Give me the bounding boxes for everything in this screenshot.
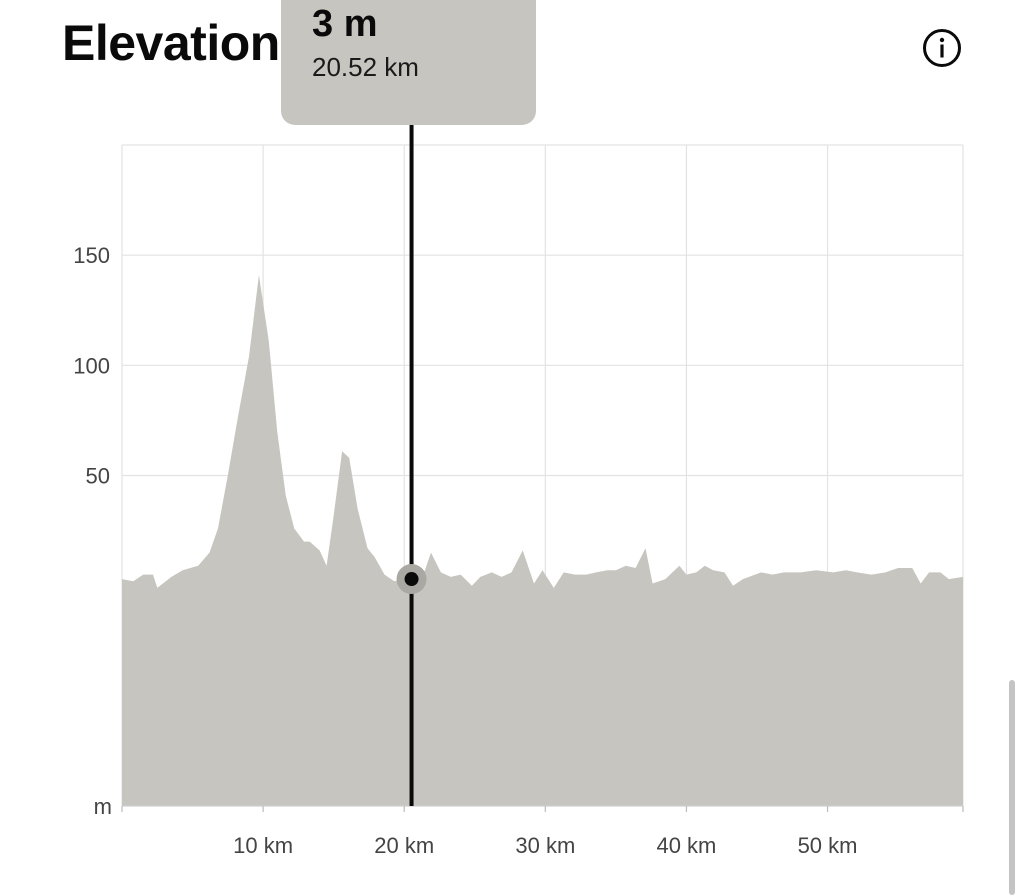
- page-title: Elevation: [62, 15, 280, 71]
- x-axis-ticks: 10 km 20 km 30 km 40 km 50 km: [121, 805, 964, 858]
- x-axis-tick-label: 50 km: [798, 833, 858, 858]
- x-axis-tick-label: 20 km: [374, 833, 434, 858]
- elevation-tooltip: 3 m 20.52 km: [281, 0, 536, 125]
- y-axis-tick-label: 100: [73, 353, 110, 378]
- elevation-area: [122, 275, 963, 806]
- x-axis-tick-label: 40 km: [656, 833, 716, 858]
- cursor-point: [404, 572, 419, 587]
- y-axis-ticks: 50 100 150: [73, 243, 110, 488]
- y-axis-tick-label: 150: [73, 243, 110, 268]
- x-axis-tick-label: 30 km: [515, 833, 575, 858]
- vertical-scrollbar[interactable]: [1009, 680, 1015, 895]
- y-axis-unit-label: m: [94, 794, 112, 819]
- tooltip-distance-value: 20.52 km: [312, 52, 419, 82]
- y-axis-tick-label: 50: [86, 464, 110, 489]
- x-axis-tick-label: 10 km: [233, 833, 293, 858]
- tooltip-elevation-value: 3 m: [312, 3, 378, 45]
- info-circle-icon[interactable]: [922, 28, 962, 68]
